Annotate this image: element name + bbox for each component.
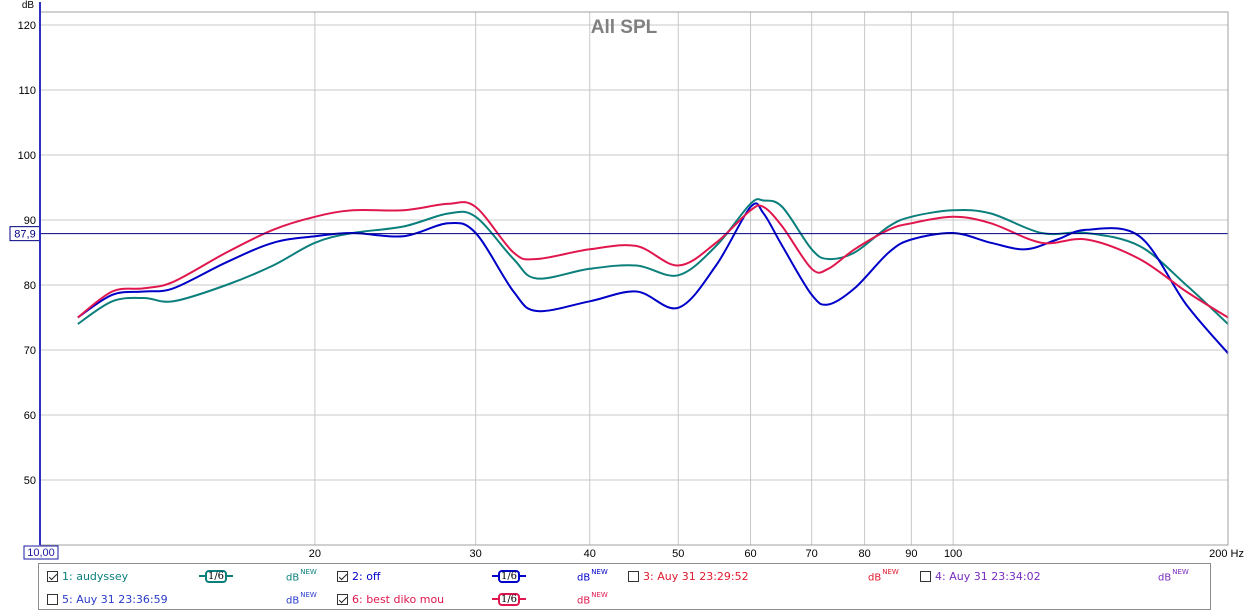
db-text-4: dB	[1158, 572, 1172, 584]
y-axis-tick-labels: 50 60 70 80 90 100 110 120	[18, 20, 36, 487]
checkbox-3[interactable]	[628, 570, 639, 582]
x-tick-label: 30	[470, 548, 482, 560]
x-tick-label: 90	[905, 548, 917, 560]
y-tick-label: 110	[18, 85, 36, 97]
legend-item-3[interactable]: 3: Auy 31 23:29:52	[628, 566, 749, 586]
db-label-5[interactable]: dBNEW	[286, 591, 317, 607]
smoothing-badge-6[interactable]: 1/6	[492, 590, 526, 608]
y-axis-label: dB	[22, 0, 35, 11]
db-label-4[interactable]: dBNEW	[1158, 568, 1189, 584]
smoothing-label-2: 1/6	[498, 569, 520, 583]
plot-frame	[39, 11, 1229, 546]
db-sup-5: NEW	[300, 591, 317, 599]
reference-line-label: 87,9	[14, 229, 35, 241]
checkbox-4[interactable]	[920, 570, 931, 582]
db-text-2: dB	[577, 572, 591, 584]
db-label-6[interactable]: dBNEW	[577, 591, 608, 607]
db-sup-4: NEW	[1172, 568, 1189, 576]
grid-lines	[40, 12, 1228, 545]
smoothing-badge-1[interactable]: 1/6	[199, 567, 233, 585]
checkbox-6[interactable]	[337, 593, 348, 605]
smoothing-badge-2[interactable]: 1/6	[492, 567, 526, 585]
legend-label-4: 4: Auy 31 23:34:02	[935, 569, 1041, 583]
x-tick-label: 100	[944, 548, 962, 560]
y-tick-label: 70	[24, 345, 36, 357]
legend-label-3: 3: Auy 31 23:29:52	[643, 569, 749, 583]
legend-panel: 1: audyssey 1/6 dBNEW 2: off 1/6 dBNEW 3…	[38, 563, 1211, 610]
db-text-3: dB	[868, 572, 882, 584]
db-sup-1: NEW	[300, 568, 317, 576]
smoothing-label-6: 1/6	[498, 592, 520, 606]
db-label-2[interactable]: dBNEW	[577, 568, 608, 584]
reference-line[interactable]: 87,9	[9, 226, 1228, 242]
db-text-1: dB	[286, 572, 300, 584]
legend-label-2: 2: off	[352, 569, 381, 583]
x-tick-label: 70	[806, 548, 818, 560]
x-tick-label: 50	[672, 548, 684, 560]
x-tick-label: 10,00	[27, 547, 55, 559]
legend-item-2[interactable]: 2: off	[337, 566, 381, 586]
legend-label-5: 5: Auy 31 23:36:59	[62, 592, 168, 606]
x-tick-label: 60	[744, 548, 756, 560]
legend-label-6: 6: best diko mou	[352, 592, 445, 606]
series-lines	[77, 198, 1229, 354]
y-tick-label: 90	[24, 215, 36, 227]
checkbox-5[interactable]	[47, 593, 58, 605]
db-sup-2: NEW	[591, 568, 608, 576]
legend-label-1: 1: audyssey	[62, 569, 129, 583]
legend-item-5[interactable]: 5: Auy 31 23:36:59	[47, 589, 168, 609]
db-label-3[interactable]: dBNEW	[868, 568, 899, 584]
db-text-5: dB	[286, 595, 300, 607]
db-sup-3: NEW	[882, 568, 899, 576]
x-tick-label: 80	[859, 548, 871, 560]
db-sup-6: NEW	[591, 591, 608, 599]
chart-title: All SPL	[591, 17, 658, 38]
spl-chart[interactable]: 50 60 70 80 90 100 110 120 10,00 20 30 40 50 60 70 80 9…	[0, 0, 1248, 562]
checkbox-1[interactable]	[47, 570, 58, 582]
x-axis-tick-labels: 10,00 20 30 40 50 60 70 80 90 100 200 Hz	[23, 545, 1244, 560]
checkbox-2[interactable]	[337, 570, 348, 582]
legend-item-1[interactable]: 1: audyssey	[47, 566, 128, 586]
db-text-6: dB	[577, 595, 591, 607]
x-tick-label: 200 Hz	[1209, 548, 1244, 560]
y-tick-label: 100	[18, 150, 36, 162]
legend-item-4[interactable]: 4: Auy 31 23:34:02	[920, 566, 1041, 586]
x-tick-label: 40	[584, 548, 596, 560]
y-tick-label: 50	[24, 475, 36, 487]
legend-item-6[interactable]: 6: best diko mou	[337, 589, 444, 609]
series-line-3	[77, 201, 1229, 319]
y-tick-label: 80	[24, 280, 36, 292]
x-start-box	[23, 545, 59, 560]
x-tick-label: 20	[309, 548, 321, 560]
y-tick-label: 60	[24, 410, 36, 422]
db-label-1[interactable]: dBNEW	[286, 568, 317, 584]
series-line-2	[77, 202, 1229, 354]
series-line-1	[77, 198, 1229, 325]
y-tick-label: 120	[18, 20, 36, 32]
smoothing-label-1: 1/6	[205, 569, 227, 583]
